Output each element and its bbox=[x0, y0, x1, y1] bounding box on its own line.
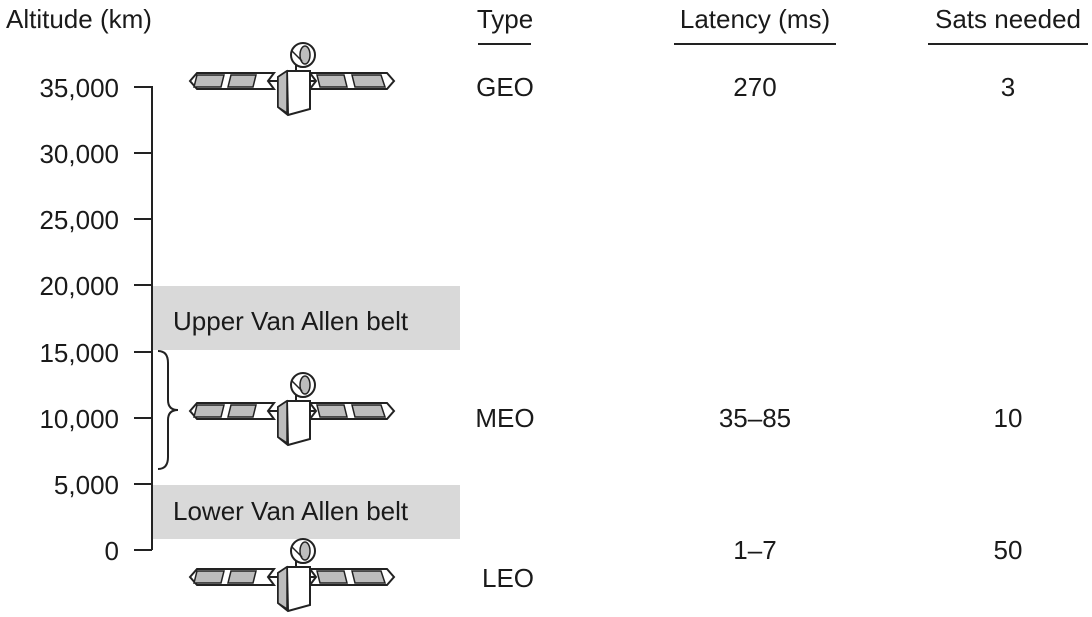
meo-latency: 35–85 bbox=[718, 403, 792, 433]
tick-5000 bbox=[134, 483, 152, 485]
tick-25000 bbox=[134, 218, 152, 220]
tick-0 bbox=[134, 549, 152, 551]
tick-label-0: 0 bbox=[104, 536, 119, 566]
altitude-axis bbox=[151, 86, 153, 550]
type-header-underline bbox=[478, 43, 531, 45]
sats-header-underline bbox=[928, 43, 1088, 45]
leo-type: LEO bbox=[481, 563, 535, 593]
geo-latency: 270 bbox=[733, 72, 777, 102]
tick-label-20000: 20,000 bbox=[39, 271, 119, 301]
tick-label-30000: 30,000 bbox=[39, 139, 119, 169]
meo-range-brace bbox=[157, 350, 179, 470]
meo-sats: 10 bbox=[993, 403, 1023, 433]
altitude-header: Altitude (km) bbox=[6, 4, 152, 34]
lower-belt-label: Lower Van Allen belt bbox=[173, 496, 409, 526]
leo-latency: 1–7 bbox=[733, 535, 777, 565]
tick-label-25000: 25,000 bbox=[39, 205, 119, 235]
sats-header: Sats needed bbox=[934, 4, 1082, 34]
tick-label-35000: 35,000 bbox=[39, 73, 119, 103]
tick-label-10000: 10,000 bbox=[39, 404, 119, 434]
geo-type: GEO bbox=[476, 72, 534, 102]
upper-belt-label: Upper Van Allen belt bbox=[173, 306, 409, 336]
type-header: Type bbox=[476, 4, 534, 34]
latency-header-underline bbox=[674, 43, 836, 45]
tick-10000 bbox=[134, 417, 152, 419]
latency-header: Latency (ms) bbox=[679, 4, 831, 34]
leo-sats: 50 bbox=[993, 535, 1023, 565]
tick-label-5000: 5,000 bbox=[53, 470, 119, 500]
leo-satellite-icon bbox=[189, 538, 395, 612]
tick-15000 bbox=[134, 351, 152, 353]
lower-van-allen-belt: Lower Van Allen belt bbox=[153, 485, 460, 539]
meo-type: MEO bbox=[475, 403, 535, 433]
geo-satellite-icon bbox=[189, 42, 395, 116]
tick-label-15000: 15,000 bbox=[39, 338, 119, 368]
tick-35000 bbox=[134, 86, 152, 88]
meo-satellite-icon bbox=[189, 372, 395, 446]
tick-30000 bbox=[134, 152, 152, 154]
geo-sats: 3 bbox=[1000, 72, 1016, 102]
upper-van-allen-belt: Upper Van Allen belt bbox=[153, 286, 460, 350]
tick-20000 bbox=[134, 284, 152, 286]
